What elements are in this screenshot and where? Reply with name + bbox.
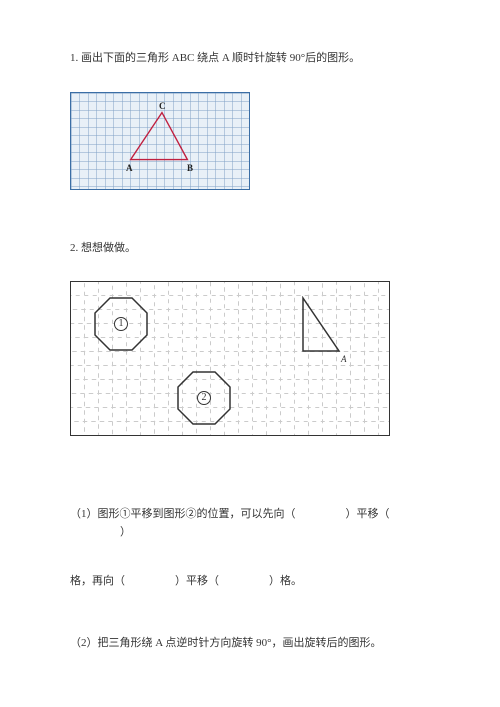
sub1-mid2: ） [120, 526, 131, 538]
label-a: A [126, 163, 133, 173]
grid-dashed: 1 2 A [70, 281, 390, 436]
label-b: B [187, 163, 193, 173]
problem-2-text: 2. 想想做做。 [70, 240, 430, 258]
label-c: C [159, 101, 166, 111]
problem-2-sub1-line1: （1）图形①平移到图形②的位置，可以先向（ ）平移（ ） [70, 506, 430, 541]
sub1-mid1: ）平移（ [346, 508, 390, 520]
sub1-line2-suffix: ）格。 [269, 575, 302, 587]
sub1-prefix: （1）图形①平移到图形②的位置，可以先向（ [70, 508, 296, 520]
problem-1-text: 1. 画出下面的三角形 ABC 绕点 A 顺时针旋转 90°后的图形。 [70, 50, 430, 68]
right-triangle [301, 296, 351, 356]
problem-2-sub2: （2）把三角形绕 A 点逆时针方向旋转 90°，画出旋转后的图形。 [70, 635, 430, 653]
figure-2: 1 2 A [70, 281, 430, 436]
figure-1: C A B [70, 92, 430, 190]
point-a-label: A [341, 354, 347, 364]
grid-blue: C A B [70, 92, 250, 190]
problem-2-sub1-line2: 格，再向（ ）平移（ ）格。 [70, 573, 430, 591]
sub1-line2-mid: ）平移（ [175, 575, 219, 587]
sub1-line2-prefix: 格，再向（ [70, 575, 125, 587]
